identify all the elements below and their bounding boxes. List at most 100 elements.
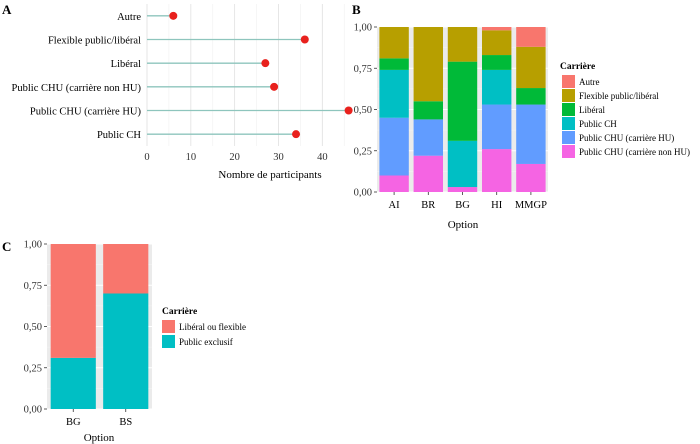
panel-b-legend: Carrière Autre Flexible public/libéral Lib… [560, 62, 690, 158]
bar-segment [379, 69, 409, 118]
bar-segment [447, 140, 478, 188]
panel-b-y-ticks: 0,00 0,25 0,50 0,75 1,00 [354, 23, 377, 199]
panel-a-point [169, 11, 178, 20]
x-tick-label: HI [491, 200, 503, 211]
panel-a-category-label: Public CHU (carrière non HU) [12, 83, 142, 94]
legend-swatch [562, 103, 575, 116]
panel-a-x-tick-label: 10 [186, 152, 197, 163]
legend-swatch [562, 145, 575, 158]
x-tick-label: BG [66, 417, 81, 428]
panel-a-category-label: Public CHU (carrière HU) [30, 107, 142, 118]
panel-a-point [261, 59, 270, 68]
y-tick-label: 0,75 [354, 64, 372, 75]
panel-a-point [300, 35, 309, 44]
bar-segment [50, 357, 96, 409]
bar-segment [413, 119, 444, 156]
bar-segment [516, 88, 546, 105]
bar-segment [50, 244, 96, 358]
bar-segment [516, 104, 546, 164]
panel-a-category-label: Libéral [111, 59, 141, 70]
legend-label: Public CHU (carrière HU) [579, 133, 674, 143]
legend-swatch [562, 117, 575, 130]
legend-swatch [562, 75, 575, 88]
legend-label: Libéral [579, 105, 605, 115]
panel-a-category-label: Flexible public/libéral [48, 36, 141, 47]
bar-segment [447, 27, 478, 62]
panel-c-letter: C [2, 239, 11, 254]
panel-b-x-ticks: AI BR BG HI MMGP [389, 192, 547, 211]
panel-c-y-ticks: 0,00 0,25 0,50 0,75 1,00 [24, 240, 47, 416]
y-tick-label: 0,50 [24, 322, 42, 333]
panel-b-x-axis-title: Option [448, 219, 479, 231]
panel-a: A Autre Flexible public/libéral Libéral Pub… [2, 2, 353, 181]
panel-c-x-ticks: BG BS [66, 409, 132, 428]
panel-a-x-tick-label: 0 [144, 152, 149, 163]
legend-swatch [162, 335, 175, 348]
bar-segment [481, 69, 512, 105]
y-tick-label: 0,25 [24, 363, 42, 374]
panel-a-plot-area [147, 4, 353, 146]
panel-b-legend-title: Carrière [560, 62, 595, 72]
panel-a-point [344, 106, 353, 115]
x-tick-label: MMGP [515, 200, 547, 211]
bar-segment [379, 175, 409, 192]
legend-label: Public exclusif [179, 337, 233, 347]
panel-a-marks [147, 11, 353, 139]
bar-segment [413, 155, 444, 192]
x-tick-label: BR [421, 200, 435, 211]
bar-segment [379, 27, 409, 59]
legend-label: Public CHU (carrière non HU) [579, 147, 690, 157]
bar-segment [103, 293, 149, 409]
x-tick-label: BS [119, 417, 132, 428]
panel-c-x-axis-title: Option [84, 432, 115, 444]
panel-c-legend: Carrière Libéral ou flexible Public exclu… [162, 307, 246, 348]
panel-a-x-tick-label: 40 [317, 152, 328, 163]
bar-segment [447, 61, 478, 141]
panel-a-x-ticks: 0 10 20 30 40 [144, 152, 327, 163]
bar-segment [481, 30, 512, 56]
y-tick-label: 0,75 [24, 281, 42, 292]
legend-swatch [162, 320, 175, 333]
panel-c: C 0,00 0,25 0,50 0,75 1,00 BG BS Option Carri… [2, 239, 246, 444]
legend-swatch [562, 131, 575, 144]
bar-segment [516, 27, 546, 47]
legend-label: Flexible public/libéral [579, 91, 659, 101]
panel-a-x-axis-title: Nombre de participants [218, 169, 321, 181]
x-tick-label: BG [455, 200, 470, 211]
y-tick-label: 1,00 [354, 23, 372, 34]
panel-a-point [270, 82, 279, 91]
panel-a-x-tick-label: 30 [273, 152, 284, 163]
y-tick-label: 0,25 [354, 146, 372, 157]
panel-b-bars [379, 27, 546, 192]
bar-segment [413, 27, 444, 102]
panel-c-legend-title: Carrière [162, 307, 197, 317]
panel-a-point [292, 130, 301, 139]
x-tick-label: AI [389, 200, 401, 211]
bar-segment [379, 58, 409, 70]
bar-segment [516, 46, 546, 89]
panel-a-category-label: Public CH [97, 130, 141, 141]
y-tick-label: 0,50 [354, 105, 372, 116]
bar-segment [481, 149, 512, 192]
bar-segment [413, 101, 444, 120]
panel-a-letter: A [2, 2, 12, 17]
panel-a-x-tick-label: 20 [229, 152, 240, 163]
bar-segment [481, 55, 512, 70]
panel-a-grid [146, 4, 345, 146]
bar-segment [447, 187, 478, 192]
y-tick-label: 0,00 [354, 188, 372, 199]
legend-swatch [562, 89, 575, 102]
bar-segment [481, 27, 512, 31]
bar-segment [379, 117, 409, 176]
panel-c-bars [50, 244, 149, 409]
y-tick-label: 0,00 [24, 405, 42, 416]
panel-a-category-label: Autre [117, 12, 141, 23]
bar-segment [516, 163, 546, 192]
y-tick-label: 1,00 [24, 240, 42, 251]
panel-a-category-labels: Autre Flexible public/libéral Libéral Publi… [12, 12, 142, 141]
panel-b: B 0,00 0,25 0,50 0,75 1,00 AI BR BG HI MMGP Opti… [352, 2, 690, 231]
legend-label: Libéral ou flexible [179, 322, 246, 332]
bar-segment [103, 244, 149, 294]
bar-segment [481, 104, 512, 150]
